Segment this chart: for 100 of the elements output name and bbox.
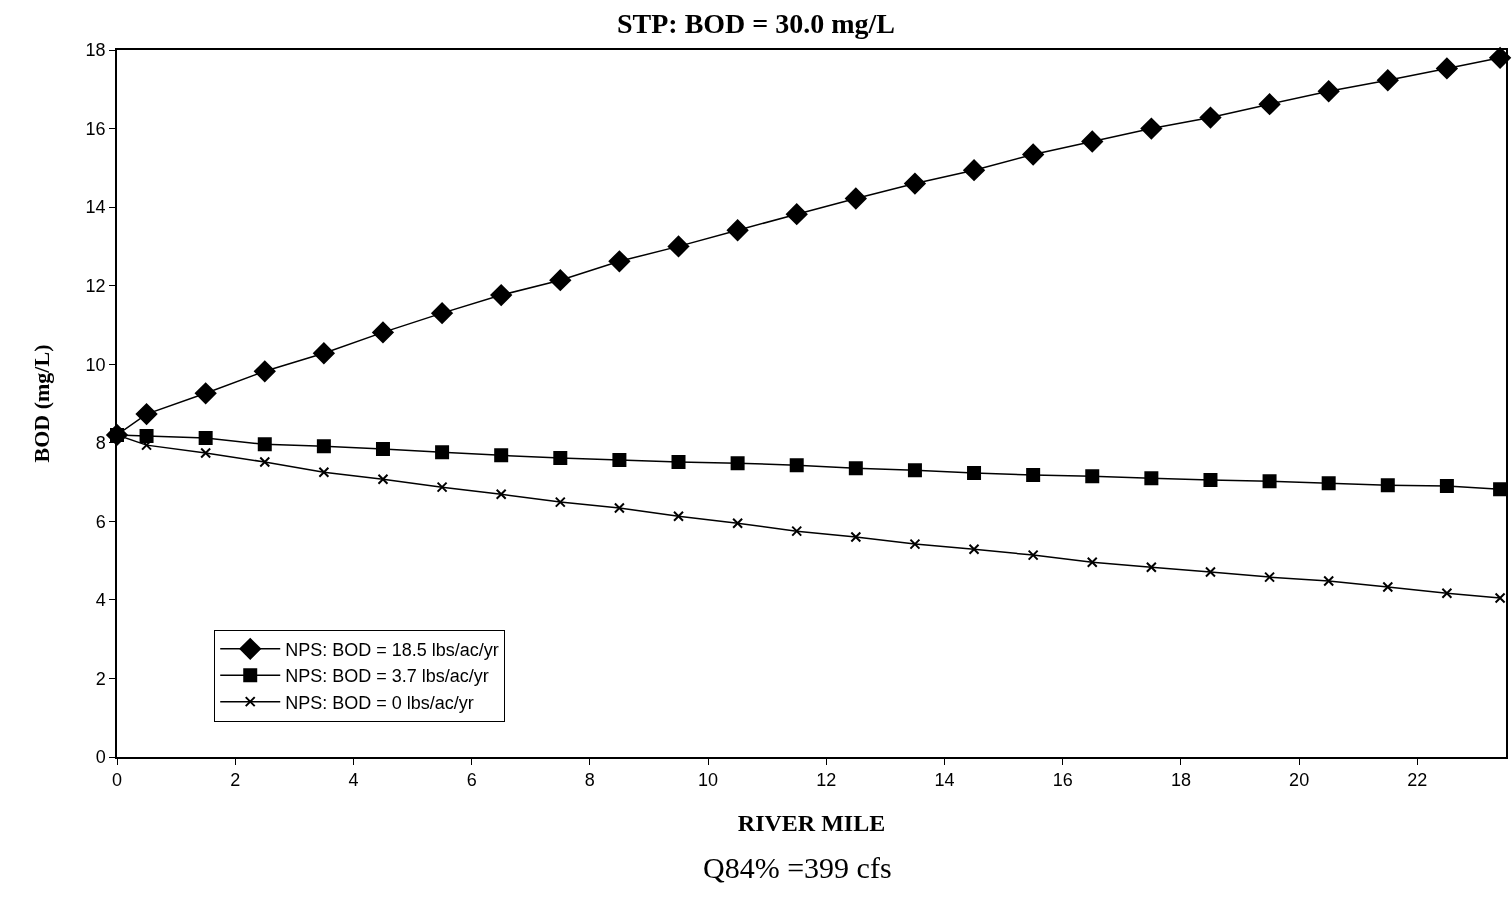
legend-label: NPS: BOD = 18.5 lbs/ac/yr bbox=[285, 639, 499, 660]
y-tick-label: 12 bbox=[85, 275, 106, 296]
point bbox=[1026, 467, 1041, 482]
point bbox=[135, 403, 158, 425]
point bbox=[848, 461, 863, 476]
point bbox=[494, 448, 509, 463]
point bbox=[1022, 143, 1044, 166]
point bbox=[1145, 561, 1157, 573]
point bbox=[495, 488, 507, 500]
point bbox=[431, 302, 453, 324]
point bbox=[667, 235, 690, 258]
point bbox=[904, 172, 926, 195]
point bbox=[554, 496, 566, 508]
point bbox=[1382, 581, 1394, 593]
point bbox=[139, 429, 154, 444]
point bbox=[1323, 575, 1335, 587]
point bbox=[1085, 469, 1100, 484]
point bbox=[730, 456, 745, 471]
chart-title: STP: BOD = 30.0 mg/L bbox=[616, 8, 896, 40]
point bbox=[194, 382, 217, 405]
point bbox=[1262, 474, 1277, 489]
x-tick-label: 8 bbox=[584, 770, 595, 791]
point bbox=[257, 437, 272, 452]
x-tick-label: 16 bbox=[1052, 770, 1073, 791]
y-tick-label: 18 bbox=[85, 40, 106, 61]
point bbox=[785, 203, 808, 225]
y-axis-title: BOD (mg/L) bbox=[28, 344, 54, 463]
legend-label: NPS: BOD = 0 lbs/ac/yr bbox=[285, 692, 474, 713]
x-tick-label: 0 bbox=[111, 770, 123, 791]
point bbox=[909, 538, 921, 550]
point bbox=[1144, 471, 1159, 486]
point bbox=[967, 466, 982, 481]
point bbox=[254, 360, 276, 383]
x-axis-title: RIVER MILE bbox=[737, 810, 886, 837]
y-tick-label: 10 bbox=[85, 354, 106, 375]
point bbox=[318, 466, 330, 478]
point bbox=[732, 517, 744, 529]
point bbox=[259, 456, 271, 468]
point bbox=[1441, 587, 1453, 599]
x-tick-label: 14 bbox=[934, 770, 955, 791]
point bbox=[200, 447, 212, 459]
point bbox=[1380, 478, 1395, 493]
point bbox=[608, 250, 631, 273]
point bbox=[1489, 47, 1511, 69]
point bbox=[671, 455, 686, 470]
point bbox=[1377, 69, 1399, 91]
y-tick-label: 6 bbox=[95, 511, 106, 532]
point bbox=[1317, 80, 1340, 102]
point bbox=[372, 321, 394, 344]
point bbox=[726, 219, 749, 242]
point bbox=[1439, 478, 1454, 493]
y-tick-label: 0 bbox=[95, 747, 106, 768]
point bbox=[1258, 93, 1281, 115]
point bbox=[490, 284, 512, 306]
y-tick-label: 2 bbox=[95, 668, 106, 689]
point bbox=[968, 543, 980, 555]
point bbox=[435, 445, 450, 460]
point bbox=[1494, 592, 1506, 604]
point bbox=[850, 531, 862, 543]
point bbox=[789, 458, 804, 473]
point bbox=[316, 439, 331, 454]
point bbox=[375, 442, 390, 457]
point bbox=[673, 510, 685, 522]
point bbox=[313, 342, 335, 364]
point bbox=[1086, 556, 1098, 568]
x-tick-label: 12 bbox=[816, 770, 837, 791]
x-tick-label: 2 bbox=[230, 770, 241, 791]
point bbox=[1140, 117, 1163, 140]
x-tick-label: 4 bbox=[348, 770, 359, 791]
y-tick-label: 4 bbox=[95, 590, 106, 611]
point bbox=[845, 187, 867, 210]
point bbox=[553, 451, 568, 466]
point bbox=[1203, 473, 1218, 488]
point bbox=[907, 463, 922, 478]
x-tick-label: 10 bbox=[698, 770, 719, 791]
legend-label: NPS: BOD = 3.7 lbs/ac/yr bbox=[285, 666, 489, 687]
point bbox=[198, 431, 213, 446]
point bbox=[1264, 571, 1276, 583]
y-tick-label: 16 bbox=[85, 118, 106, 139]
point bbox=[549, 269, 572, 291]
x-tick-label: 20 bbox=[1289, 770, 1310, 791]
point bbox=[1493, 482, 1508, 497]
point bbox=[1436, 57, 1458, 80]
point bbox=[1199, 106, 1222, 129]
x-tick-label: 6 bbox=[466, 770, 477, 791]
text: Q84% =399 cfs bbox=[703, 851, 892, 884]
point bbox=[613, 502, 625, 514]
point bbox=[436, 481, 448, 493]
y-tick-label: 8 bbox=[95, 433, 106, 454]
point bbox=[612, 453, 627, 468]
point bbox=[1321, 476, 1336, 491]
point bbox=[1027, 549, 1039, 561]
point bbox=[963, 159, 985, 181]
x-tick-label: 22 bbox=[1407, 770, 1428, 791]
point bbox=[791, 525, 803, 537]
y-tick-label: 14 bbox=[85, 197, 106, 218]
point bbox=[377, 473, 389, 485]
x-tick-label: 18 bbox=[1170, 770, 1191, 791]
point bbox=[1204, 566, 1216, 578]
point bbox=[1081, 130, 1104, 153]
